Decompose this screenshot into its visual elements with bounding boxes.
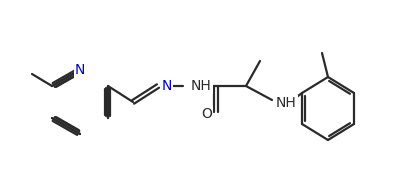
Text: NH: NH	[191, 79, 212, 93]
Text: N: N	[162, 79, 172, 93]
Text: NH: NH	[276, 96, 297, 110]
Text: O: O	[201, 107, 212, 121]
Text: N: N	[75, 63, 85, 77]
